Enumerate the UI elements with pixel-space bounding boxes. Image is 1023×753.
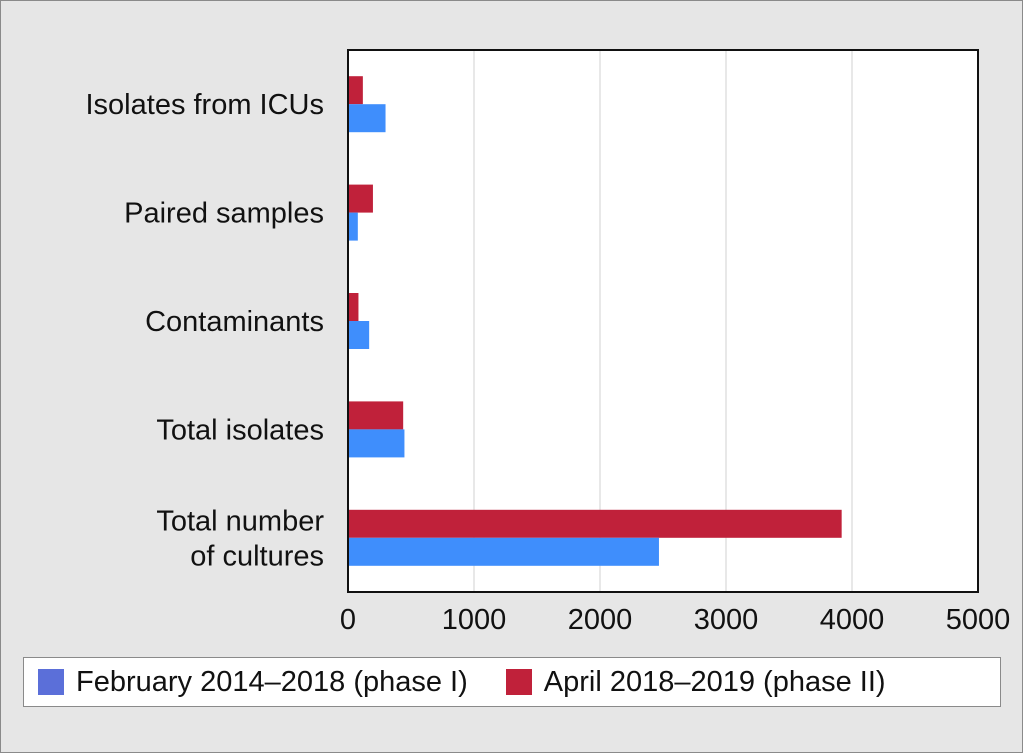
x-tick-label-1000: 1000 (442, 604, 507, 636)
plot-area (348, 50, 978, 592)
bar-phase-1-cat-0 (349, 104, 386, 133)
legend-label-phase-1: February 2014–2018 (phase I) (76, 665, 468, 698)
bar-phase-1-cat-1 (349, 212, 358, 241)
bar-phase-2-cat-3 (349, 401, 404, 430)
x-tick-label-0: 0 (340, 604, 356, 636)
category-label-3: Total isolates (156, 414, 324, 446)
bar-chart: Isolates from ICUs Paired samples Contamin… (86, 49, 1010, 636)
category-labels: Isolates from ICUs Paired samples Contamin… (86, 89, 325, 572)
category-label-0: Isolates from ICUs (86, 89, 325, 121)
category-label-4-line-0: Total number (156, 505, 324, 537)
category-label-1: Paired samples (124, 198, 324, 230)
bar-phase-2-cat-0 (349, 76, 363, 105)
x-tick-label-3000: 3000 (694, 604, 759, 636)
x-tick-label-4000: 4000 (820, 604, 885, 636)
plot-border (347, 49, 979, 593)
legend-swatch-phase-1 (38, 669, 64, 695)
legend: February 2014–2018 (phase I) April 2018–… (23, 657, 1001, 707)
x-tick-labels: 0 1000 2000 3000 4000 5000 (340, 604, 1010, 636)
x-tick-label-2000: 2000 (568, 604, 633, 636)
legend-swatch-phase-2 (505, 669, 532, 695)
category-label-4-line-1: of cultures (190, 540, 324, 572)
x-tick-label-5000: 5000 (946, 604, 1011, 636)
bars (349, 76, 842, 566)
bar-phase-2-cat-4 (349, 509, 842, 538)
legend-item-phase-1: February 2014–2018 (phase I) (38, 666, 468, 699)
gridlines (473, 50, 853, 592)
category-label-2: Contaminants (145, 306, 324, 338)
bar-phase-1-cat-3 (349, 429, 405, 458)
bar-phase-1-cat-4 (349, 537, 659, 566)
legend-label-phase-2: April 2018–2019 (phase II) (543, 665, 886, 698)
bar-phase-2-cat-2 (349, 293, 359, 321)
bar-phase-1-cat-2 (349, 321, 370, 349)
legend-item-phase-2: April 2018–2019 (phase II) (505, 665, 886, 699)
bar-phase-2-cat-1 (349, 184, 373, 213)
